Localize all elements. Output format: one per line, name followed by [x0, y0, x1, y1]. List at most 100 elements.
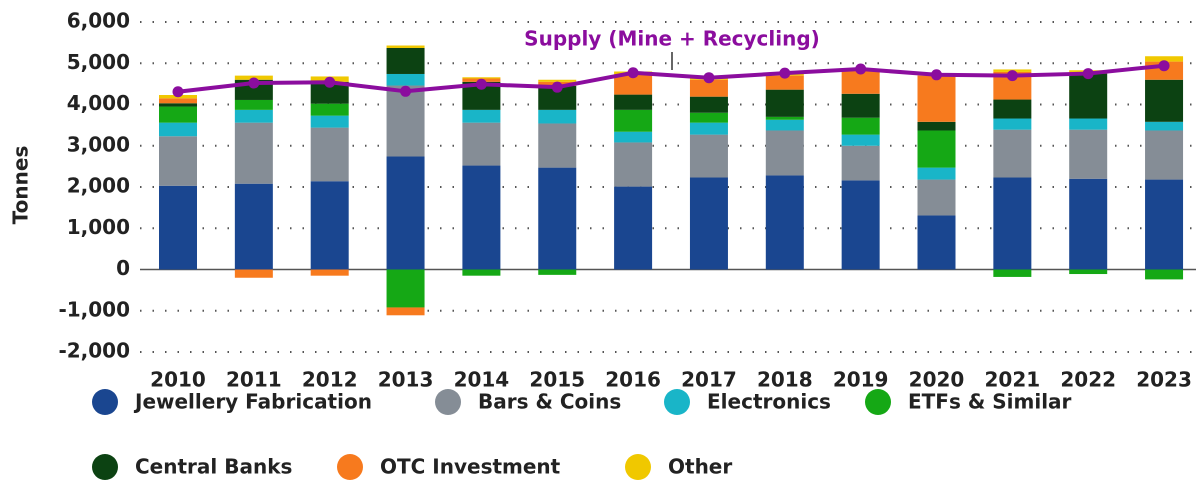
supply-point: [1158, 60, 1170, 72]
bar-segment: [841, 117, 880, 135]
bar-segment: [310, 103, 349, 116]
bar-segment: [993, 177, 1032, 270]
bar-segment: [538, 79, 577, 82]
bar-segment: [614, 94, 653, 110]
bar-segment: [234, 269, 273, 278]
supply-point: [627, 67, 639, 79]
x-tick-label: 2010: [150, 368, 206, 392]
bar-segment: [310, 269, 349, 276]
bar-segment: [689, 96, 728, 113]
bar-segment: [614, 186, 653, 270]
x-tick-label: 2016: [605, 368, 661, 392]
supply-point: [172, 86, 184, 98]
bar-segment: [159, 98, 197, 104]
supply-point: [1082, 68, 1094, 80]
bar-segment: [386, 45, 425, 48]
bar-segment: [234, 109, 273, 123]
supply-point: [400, 85, 412, 97]
bar-segment: [159, 103, 197, 107]
y-tick-label: 0: [116, 256, 130, 280]
supply-point: [703, 72, 715, 84]
legend-marker: [337, 454, 363, 480]
bar-segment: [310, 115, 349, 128]
supply-point: [248, 77, 260, 89]
bar-segment: [917, 130, 956, 168]
bar-segment: [386, 269, 425, 308]
x-tick-label: 2015: [529, 368, 585, 392]
bar-segment: [538, 167, 577, 270]
y-tick-label: 3,000: [67, 132, 130, 156]
supply-point: [931, 69, 942, 81]
legend-marker: [865, 389, 891, 415]
bar-segment: [1145, 130, 1184, 180]
bar-segment: [689, 177, 728, 270]
x-tick-label: 2021: [985, 368, 1041, 392]
bar-segment: [689, 134, 728, 178]
x-tick-label: 2020: [909, 368, 965, 392]
bar-segment: [386, 156, 425, 270]
x-tick-label: 2018: [757, 368, 813, 392]
legend-label: Electronics: [707, 390, 831, 414]
bar-segment: [310, 81, 349, 104]
x-tick-label: 2014: [454, 368, 510, 392]
bar-segment: [917, 179, 956, 216]
bar-segment: [1069, 118, 1108, 130]
bar-segment: [689, 122, 728, 135]
legend-label: ETFs & Similar: [908, 390, 1072, 414]
bar-segment: [614, 142, 653, 187]
bar-segment: [614, 131, 653, 143]
bar-segment: [765, 89, 804, 117]
bar-segment: [386, 307, 425, 316]
bar-segment: [386, 47, 425, 74]
bar-segment: [310, 181, 349, 270]
bar-segment: [917, 167, 956, 180]
bar-segment: [234, 122, 273, 184]
supply-point: [475, 78, 487, 90]
bar-segment: [462, 165, 501, 270]
bar-segment: [841, 69, 880, 94]
bar-segment: [689, 112, 728, 123]
bar-segment: [538, 123, 577, 168]
bar-segment: [386, 73, 425, 86]
x-tick-label: 2013: [378, 368, 434, 392]
x-tick-label: 2017: [681, 368, 737, 392]
bar-segment: [386, 85, 425, 157]
bar-segment: [159, 106, 197, 123]
bar-segment: [1069, 269, 1108, 275]
bar-segment: [917, 75, 956, 122]
legend-marker: [435, 389, 461, 415]
bar-segment: [765, 75, 804, 90]
bar-segment: [1145, 56, 1184, 62]
legend-label: Jewellery Fabrication: [133, 390, 372, 414]
legend-marker: [92, 454, 118, 480]
bar-segment: [234, 183, 273, 270]
supply-point: [779, 67, 791, 79]
bar-segment: [1145, 269, 1184, 280]
y-tick-label: 1,000: [67, 215, 130, 239]
bar-segment: [614, 74, 653, 95]
legend-marker: [664, 389, 690, 415]
y-tick-label: 6,000: [67, 9, 130, 33]
x-tick-label: 2023: [1136, 368, 1192, 392]
bar-segment: [841, 180, 880, 270]
bar-segment: [1145, 179, 1184, 270]
bar-segment: [1069, 73, 1108, 119]
supply-point: [855, 63, 867, 75]
supply-point: [1006, 70, 1018, 82]
bar-segment: [538, 269, 577, 275]
bar-segment: [462, 122, 501, 166]
supply-point: [551, 81, 563, 93]
legend-marker: [92, 389, 118, 415]
x-tick-label: 2019: [833, 368, 889, 392]
bar-segment: [993, 118, 1032, 130]
bar-segment: [462, 77, 501, 79]
y-tick-label: -2,000: [58, 339, 130, 363]
bar-segment: [917, 215, 956, 270]
bar-segment: [1069, 129, 1108, 179]
x-tick-label: 2011: [226, 368, 282, 392]
bar-segment: [462, 269, 501, 276]
y-axis-label: Tonnes: [9, 146, 33, 225]
legend-label: Bars & Coins: [478, 390, 621, 414]
bar-segment: [993, 129, 1032, 178]
